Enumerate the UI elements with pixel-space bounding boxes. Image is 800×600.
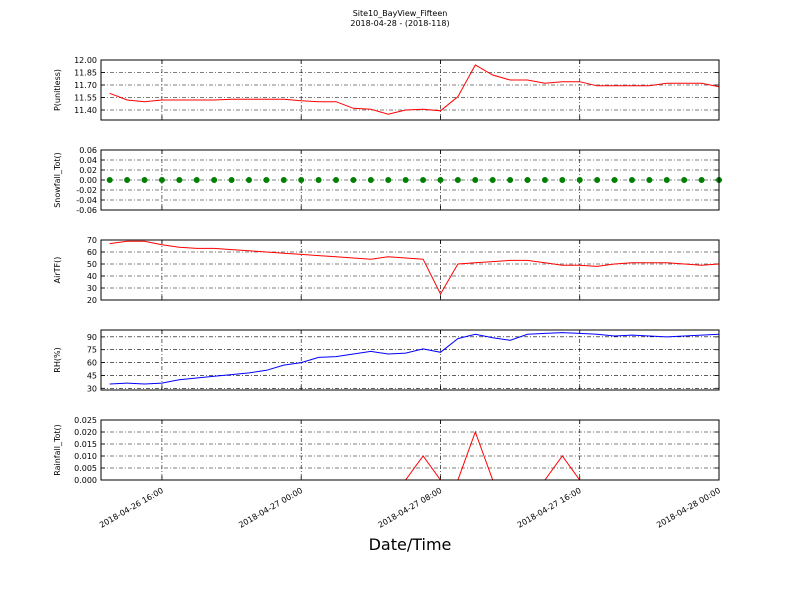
panel: AirTF() 70 60 50 40 30 20 [53,236,720,305]
y-tick-label: 45 [87,371,97,380]
y-tick-label: 0.010 [74,452,97,461]
data-line [109,240,720,296]
data-line [109,332,720,385]
y-tick-label: -0.04 [76,196,97,205]
y-tick-label: 11.40 [74,106,97,115]
data-point [437,177,444,183]
y-tick-label: 0.005 [74,464,97,473]
data-point [698,177,705,183]
data-point [559,177,566,183]
data-point [524,177,531,183]
y-tick-label: 90 [87,333,97,342]
data-point [402,177,409,183]
data-point [106,177,113,183]
data-point [176,177,183,183]
y-tick-label: 11.70 [74,81,97,90]
x-tick-label: 2018-04-27 08:00 [377,486,444,530]
chart-title: Site10_BayView_Fifteen [353,9,448,18]
data-point [263,177,270,183]
y-axis-label: Snowfall_Tot() [53,152,62,208]
plot-frame [100,329,720,391]
data-point [228,177,235,183]
data-point [124,177,131,183]
data-point [454,177,461,183]
plot-frame [100,419,720,481]
data-point [350,177,357,183]
data-point [420,177,427,183]
data-point [315,177,322,183]
x-tick-label: 2018-04-28 00:00 [655,486,722,530]
y-tick-label: 60 [87,359,97,368]
y-tick-label: 0.015 [74,440,97,449]
x-axis-label: Date/Time [369,535,452,554]
x-tick-label: 2018-04-27 16:00 [516,486,583,530]
data-point [385,177,392,183]
data-point [507,177,514,183]
y-tick-label: 70 [87,236,97,245]
y-tick-label: 30 [87,384,97,393]
x-tick-label: 2018-04-27 00:00 [237,486,304,530]
y-tick-label: 40 [87,272,97,281]
y-tick-label: 0.025 [74,416,97,425]
plot-frame [100,59,720,121]
y-tick-label: 20 [87,296,97,305]
data-point [211,177,218,183]
y-tick-label: 75 [87,346,97,355]
y-tick-label: 30 [87,284,97,293]
y-tick-label: 0.020 [74,428,97,437]
data-point [141,177,148,183]
data-point [333,177,340,183]
plot-frame [100,149,720,211]
y-tick-label: 0.000 [74,476,97,485]
y-axis-label: P(unitless) [53,69,62,111]
panel: Rainfall_Tot() 0.025 0.020 0.015 0.010 0.005 0… [53,416,722,530]
data-point [541,177,548,183]
y-tick-label: -0.02 [76,186,97,195]
data-point [280,177,287,183]
panel: P(unitless) 12.00 11.85 11.70 11.55 11.40 [53,56,720,121]
x-tick-label: 2018-04-26 16:00 [98,486,165,530]
panel: RH(%) 90 75 60 45 30 [53,329,720,393]
data-point [158,177,165,183]
data-point [367,177,374,183]
data-point [193,177,200,183]
y-tick-label: 11.85 [74,69,97,78]
data-point [594,177,601,183]
data-point [611,177,618,183]
plot-frame [100,239,720,301]
y-tick-label: 60 [87,248,97,257]
data-point [663,177,670,183]
y-tick-label: 0.06 [79,146,97,155]
chart-subtitle: 2018-04-28 - (2018-118) [350,19,449,28]
y-tick-label: 0.02 [79,166,97,175]
data-point [472,177,479,183]
y-axis-label: RH(%) [53,347,62,372]
y-tick-label: 0.00 [79,176,97,185]
data-point [576,177,583,183]
data-point [628,177,635,183]
y-tick-label: -0.06 [76,206,97,215]
y-tick-label: 50 [87,260,97,269]
data-point [245,177,252,183]
panel: Snowfall_Tot() 0.060.040.020.00-0.02-0.04… [53,146,722,215]
y-axis-label: AirTF() [53,257,62,284]
y-tick-label: 12.00 [74,56,97,65]
y-axis-label: Rainfall_Tot() [53,424,62,476]
data-point [298,177,305,183]
data-line [109,64,720,115]
data-point [681,177,688,183]
data-point [489,177,496,183]
y-tick-label: 11.55 [74,94,97,103]
y-tick-label: 0.04 [79,156,97,165]
data-point [646,177,653,183]
